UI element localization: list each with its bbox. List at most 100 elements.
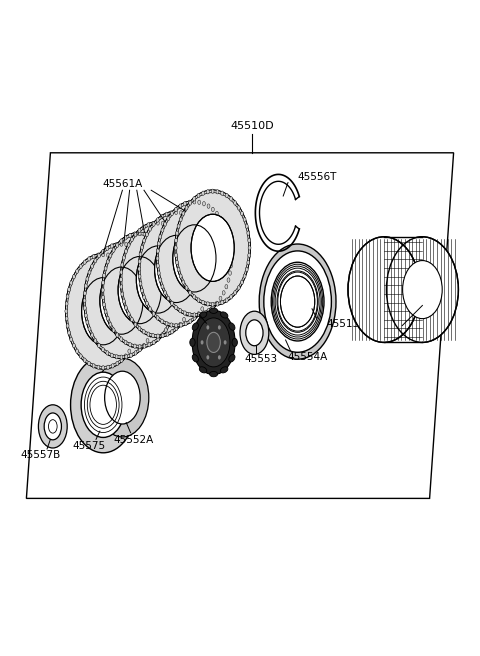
Ellipse shape xyxy=(92,255,95,258)
Ellipse shape xyxy=(83,298,86,303)
Ellipse shape xyxy=(193,218,196,222)
Ellipse shape xyxy=(129,342,132,347)
Ellipse shape xyxy=(157,241,160,246)
Ellipse shape xyxy=(179,217,182,222)
Ellipse shape xyxy=(218,325,221,329)
Ellipse shape xyxy=(143,344,146,348)
Ellipse shape xyxy=(131,275,134,279)
Ellipse shape xyxy=(164,328,167,333)
Ellipse shape xyxy=(130,244,132,248)
Ellipse shape xyxy=(182,211,185,216)
Ellipse shape xyxy=(139,309,142,314)
Ellipse shape xyxy=(264,251,331,352)
Ellipse shape xyxy=(156,284,158,288)
Ellipse shape xyxy=(211,302,214,306)
Ellipse shape xyxy=(105,371,140,424)
Ellipse shape xyxy=(175,253,178,257)
Ellipse shape xyxy=(164,222,167,226)
Ellipse shape xyxy=(134,246,137,251)
Ellipse shape xyxy=(182,280,185,285)
Ellipse shape xyxy=(189,306,192,310)
Ellipse shape xyxy=(156,249,159,253)
Ellipse shape xyxy=(166,332,169,337)
Ellipse shape xyxy=(71,357,136,453)
Ellipse shape xyxy=(216,301,218,306)
Ellipse shape xyxy=(138,344,141,349)
Ellipse shape xyxy=(124,264,127,268)
Ellipse shape xyxy=(193,313,196,318)
Ellipse shape xyxy=(116,256,119,261)
Ellipse shape xyxy=(170,260,173,264)
Ellipse shape xyxy=(109,253,112,258)
Ellipse shape xyxy=(120,260,123,264)
Ellipse shape xyxy=(209,245,212,249)
Ellipse shape xyxy=(197,318,230,367)
Ellipse shape xyxy=(237,285,240,290)
Ellipse shape xyxy=(94,338,97,343)
Ellipse shape xyxy=(91,264,94,268)
Ellipse shape xyxy=(139,281,142,286)
Ellipse shape xyxy=(128,349,131,354)
Ellipse shape xyxy=(156,218,159,222)
Ellipse shape xyxy=(136,246,180,313)
Ellipse shape xyxy=(170,301,173,306)
Ellipse shape xyxy=(138,211,214,327)
Ellipse shape xyxy=(189,201,192,205)
Ellipse shape xyxy=(206,302,209,306)
Ellipse shape xyxy=(102,295,105,300)
Ellipse shape xyxy=(128,269,131,274)
Ellipse shape xyxy=(70,337,72,342)
Ellipse shape xyxy=(149,307,152,311)
Ellipse shape xyxy=(107,253,109,257)
Text: 45554A: 45554A xyxy=(287,352,327,362)
Ellipse shape xyxy=(136,331,139,335)
Ellipse shape xyxy=(201,340,204,344)
Ellipse shape xyxy=(149,333,152,337)
Ellipse shape xyxy=(247,231,250,236)
Ellipse shape xyxy=(240,211,243,216)
Ellipse shape xyxy=(348,237,420,342)
Ellipse shape xyxy=(225,194,228,197)
Ellipse shape xyxy=(173,225,216,292)
Ellipse shape xyxy=(240,280,243,285)
Ellipse shape xyxy=(88,270,91,275)
Ellipse shape xyxy=(167,297,170,300)
Text: 45581C: 45581C xyxy=(166,304,206,314)
Ellipse shape xyxy=(133,344,136,348)
Ellipse shape xyxy=(143,329,145,334)
Ellipse shape xyxy=(207,308,210,313)
Ellipse shape xyxy=(170,316,173,321)
Ellipse shape xyxy=(68,331,71,335)
Ellipse shape xyxy=(193,295,196,299)
Ellipse shape xyxy=(237,205,240,210)
Ellipse shape xyxy=(130,353,132,358)
Ellipse shape xyxy=(229,197,232,201)
Ellipse shape xyxy=(203,201,205,206)
Ellipse shape xyxy=(120,277,122,281)
Ellipse shape xyxy=(134,281,137,285)
Ellipse shape xyxy=(156,256,159,260)
Ellipse shape xyxy=(138,302,141,306)
Text: 45557B: 45557B xyxy=(21,451,61,461)
Ellipse shape xyxy=(110,353,113,358)
Ellipse shape xyxy=(76,349,79,354)
Ellipse shape xyxy=(199,312,207,318)
Ellipse shape xyxy=(97,253,100,257)
Ellipse shape xyxy=(184,212,187,216)
Ellipse shape xyxy=(175,228,178,233)
Ellipse shape xyxy=(72,344,75,348)
Ellipse shape xyxy=(79,264,82,268)
Ellipse shape xyxy=(206,190,209,194)
Ellipse shape xyxy=(227,278,230,282)
Ellipse shape xyxy=(124,236,127,240)
Ellipse shape xyxy=(129,234,132,237)
Ellipse shape xyxy=(185,285,188,290)
Ellipse shape xyxy=(156,220,159,225)
Ellipse shape xyxy=(216,190,219,194)
Ellipse shape xyxy=(176,231,179,236)
Ellipse shape xyxy=(112,248,115,253)
Ellipse shape xyxy=(175,210,178,215)
Ellipse shape xyxy=(177,224,180,228)
Ellipse shape xyxy=(202,191,204,195)
Ellipse shape xyxy=(146,338,149,343)
